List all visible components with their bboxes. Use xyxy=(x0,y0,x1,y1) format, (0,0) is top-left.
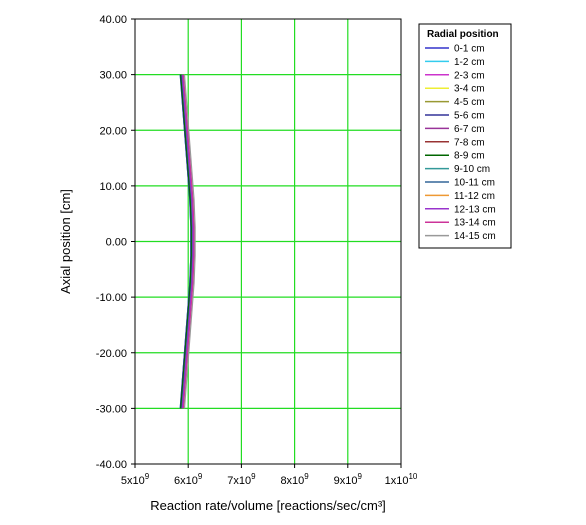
x-axis-ticks: 5x109 6x109 7x109 8x109 9x109 1x1010 xyxy=(121,464,418,487)
x-tick-label-exp: 9 xyxy=(251,472,256,481)
y-tick-label: -30.00 xyxy=(96,403,127,415)
legend-items: 0-1 cm 1-2 cm 2-3 cm 3-4 cm 4-5 cm 5-6 cm 6-7 … xyxy=(425,44,496,242)
legend-label: 13-14 cm xyxy=(454,218,496,229)
legend-label: 0-1 cm xyxy=(454,44,485,55)
y-tick-label: 40.00 xyxy=(99,14,127,26)
x-tick-label-base: 7x10 xyxy=(227,475,251,487)
y-tick-label: 20.00 xyxy=(99,125,127,137)
legend-label: 1-2 cm xyxy=(454,57,485,68)
y-tick-label: -20.00 xyxy=(96,348,127,360)
legend-label: 2-3 cm xyxy=(454,70,485,81)
x-tick-label: 5x109 xyxy=(121,472,150,487)
y-axis-ticks: -40.00 -30.00 -20.00 -10.00 0.00 10.00 20.00 30… xyxy=(96,14,135,471)
y-tick-label: -40.00 xyxy=(96,459,127,471)
legend-label: 3-4 cm xyxy=(454,84,485,95)
x-tick-label: 8x109 xyxy=(280,472,309,487)
y-tick-label: 0.00 xyxy=(106,237,127,249)
series-line-12-13-cm xyxy=(181,74,194,409)
legend-label: 5-6 cm xyxy=(454,111,485,122)
legend-label: 7-8 cm xyxy=(454,137,485,148)
legend: Radial position 0-1 cm 1-2 cm 2-3 cm 3-4 cm… xyxy=(418,23,512,249)
x-tick-label: 6x109 xyxy=(174,472,203,487)
series-layer xyxy=(179,74,196,409)
legend-label: 9-10 cm xyxy=(454,164,490,175)
x-tick-label-base: 6x10 xyxy=(174,475,198,487)
x-tick-label-exp: 10 xyxy=(408,472,417,481)
x-tick-label: 9x109 xyxy=(334,472,363,487)
x-tick-label-base: 1x10 xyxy=(385,475,409,487)
x-tick-label-exp: 9 xyxy=(198,472,203,481)
x-tick-label-exp: 9 xyxy=(358,472,363,481)
legend-label: 11-12 cm xyxy=(454,191,495,202)
y-tick-label: 30.00 xyxy=(99,70,127,82)
legend-label: 10-11 cm xyxy=(454,178,495,189)
y-tick-label: -10.00 xyxy=(96,292,127,304)
legend-label: 6-7 cm xyxy=(454,124,485,135)
legend-title: Radial position xyxy=(427,29,499,40)
x-tick-label: 1x1010 xyxy=(385,472,418,487)
x-tick-label-exp: 9 xyxy=(304,472,309,481)
legend-label: 8-9 cm xyxy=(454,151,485,162)
x-axis-title: Reaction rate/volume [reactions/sec/cm³] xyxy=(150,498,386,513)
legend-label: 12-13 cm xyxy=(454,204,496,215)
y-tick-label: 10.00 xyxy=(99,181,127,193)
series-line-14-15-cm xyxy=(183,74,196,409)
legend-label: 4-5 cm xyxy=(454,97,485,108)
legend-label: 14-15 cm xyxy=(454,231,496,242)
y-axis-title: Axial position [cm] xyxy=(58,189,73,294)
series-line-13-14-cm xyxy=(182,74,195,409)
x-tick-label-base: 5x10 xyxy=(121,475,145,487)
x-tick-label-exp: 9 xyxy=(145,472,150,481)
grid-lines xyxy=(135,19,401,464)
x-tick-label-base: 9x10 xyxy=(334,475,358,487)
x-tick-label-base: 8x10 xyxy=(280,475,304,487)
series-line-8-9-cm xyxy=(180,74,192,409)
x-tick-label: 7x109 xyxy=(227,472,256,487)
